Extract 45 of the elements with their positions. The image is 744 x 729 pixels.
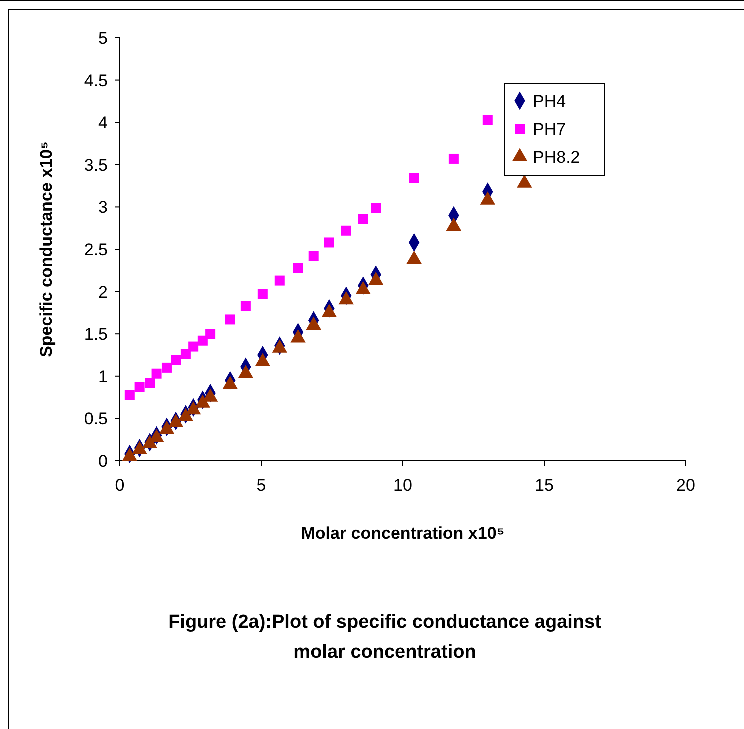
x-tick-label: 15 bbox=[535, 476, 554, 495]
y-tick-label: 1 bbox=[98, 367, 108, 386]
y-tick-label: 2.5 bbox=[84, 240, 108, 260]
point bbox=[341, 226, 352, 236]
point bbox=[240, 301, 251, 312]
point bbox=[162, 362, 172, 373]
y-tick-label: 4.5 bbox=[84, 71, 108, 90]
point bbox=[293, 263, 304, 274]
legend-label: PH8.2 bbox=[533, 148, 580, 167]
y-tick-label: 0 bbox=[98, 452, 108, 471]
point bbox=[180, 349, 191, 360]
point bbox=[448, 154, 459, 164]
point bbox=[274, 276, 285, 286]
point bbox=[371, 203, 382, 214]
y-axis-title: Specific conductance x10⁵ bbox=[37, 142, 56, 358]
point bbox=[225, 314, 236, 325]
point bbox=[145, 378, 155, 388]
y-tick-label: 1.5 bbox=[84, 325, 108, 344]
y-tick-label: 4 bbox=[98, 114, 108, 133]
y-tick-label: 2 bbox=[98, 282, 108, 302]
x-tick-label: 20 bbox=[676, 476, 696, 495]
point bbox=[206, 329, 216, 340]
point bbox=[188, 342, 199, 352]
point bbox=[152, 368, 162, 379]
legend-label: PH7 bbox=[533, 120, 566, 139]
y-tick-label: 3 bbox=[98, 198, 108, 218]
x-tick-label: 10 bbox=[394, 476, 412, 495]
y-tick-label: 3.5 bbox=[84, 156, 108, 175]
point bbox=[324, 238, 334, 248]
point bbox=[198, 336, 208, 346]
x-axis-title: Molar concentration x10⁵ bbox=[301, 524, 505, 543]
text: Figure (2a):Plot of specific conductance against molar concentration bbox=[168, 612, 602, 663]
x-tick-label: 0 bbox=[115, 476, 125, 495]
point bbox=[258, 289, 268, 300]
point bbox=[482, 115, 493, 126]
y-tick-label: 5 bbox=[98, 28, 108, 48]
point bbox=[358, 214, 368, 224]
point bbox=[308, 251, 319, 262]
point bbox=[409, 173, 420, 184]
point bbox=[134, 382, 145, 392]
x-tick-label: 5 bbox=[256, 476, 266, 495]
legend-label: PH4 bbox=[533, 92, 566, 111]
point bbox=[171, 355, 182, 366]
y-tick-label: 0.5 bbox=[84, 410, 108, 429]
point bbox=[124, 390, 135, 400]
